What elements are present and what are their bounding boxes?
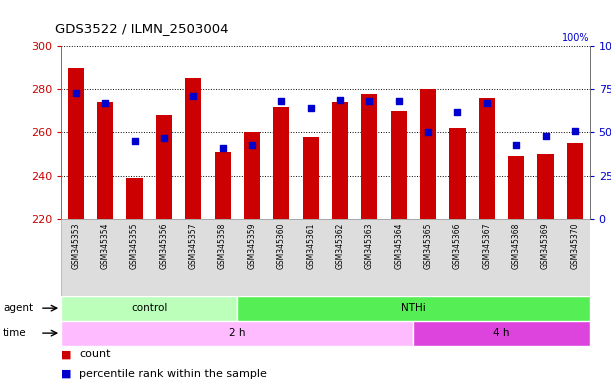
Bar (361, 94, 378, 219)
Bar (61, 321, 414, 346)
Text: GSM345362: GSM345362 (335, 223, 345, 269)
Bar (302, 137, 319, 219)
Point (365, 98, 375, 104)
Text: GSM345369: GSM345369 (541, 223, 550, 269)
Point (71, 90, 81, 96)
Text: GSM345365: GSM345365 (423, 223, 433, 269)
Text: NTHi: NTHi (401, 303, 426, 313)
Bar (567, 143, 583, 219)
Text: GSM345363: GSM345363 (365, 223, 374, 269)
Bar (97, 102, 113, 219)
Point (247, 142, 257, 148)
Point (394, 98, 404, 104)
Point (159, 135, 169, 141)
Text: control: control (131, 303, 167, 313)
Point (453, 109, 463, 115)
Bar (68, 68, 84, 219)
Bar (450, 128, 466, 219)
Point (306, 105, 315, 111)
Text: ■: ■ (61, 369, 75, 379)
Text: 4 h: 4 h (493, 328, 510, 338)
Text: GSM345358: GSM345358 (218, 223, 227, 269)
Bar (156, 115, 172, 219)
Bar (61, 296, 237, 321)
Bar (214, 152, 231, 219)
Point (335, 97, 345, 103)
Point (511, 142, 521, 148)
Text: GSM345368: GSM345368 (511, 223, 521, 269)
Text: 2 h: 2 h (229, 328, 246, 338)
Text: GSM345357: GSM345357 (189, 223, 198, 269)
Text: agent: agent (3, 303, 33, 313)
Text: GSM345353: GSM345353 (71, 223, 80, 269)
Text: count: count (79, 349, 111, 359)
Bar (185, 78, 201, 219)
Text: time: time (3, 328, 27, 338)
Text: GSM345367: GSM345367 (482, 223, 491, 269)
Text: GSM345370: GSM345370 (571, 223, 579, 269)
Text: GSM345366: GSM345366 (453, 223, 462, 269)
Text: GSM345364: GSM345364 (394, 223, 403, 269)
Text: GSM345356: GSM345356 (159, 223, 169, 269)
Bar (244, 132, 260, 219)
Point (188, 93, 198, 99)
Point (218, 145, 227, 151)
Point (130, 138, 139, 144)
Point (482, 100, 492, 106)
Text: GSM345361: GSM345361 (306, 223, 315, 269)
Text: 100%: 100% (562, 33, 590, 43)
Bar (332, 102, 348, 219)
Bar (237, 296, 590, 321)
Point (541, 133, 551, 139)
Text: GSM345360: GSM345360 (277, 223, 286, 269)
Bar (390, 111, 407, 219)
Point (276, 98, 286, 104)
Point (570, 127, 580, 134)
Text: GDS3522 / ILMN_2503004: GDS3522 / ILMN_2503004 (55, 22, 229, 35)
Bar (420, 89, 436, 219)
Text: ■: ■ (61, 349, 75, 359)
Text: GSM345355: GSM345355 (130, 223, 139, 269)
Bar (538, 154, 554, 219)
Bar (508, 156, 524, 219)
Text: percentile rank within the sample: percentile rank within the sample (79, 369, 267, 379)
Bar (126, 178, 142, 219)
Bar (414, 321, 590, 346)
Point (100, 100, 110, 106)
Text: GSM345359: GSM345359 (247, 223, 257, 269)
Bar (479, 98, 495, 219)
Bar (273, 107, 290, 219)
Text: GSM345354: GSM345354 (101, 223, 109, 269)
Point (423, 129, 433, 136)
